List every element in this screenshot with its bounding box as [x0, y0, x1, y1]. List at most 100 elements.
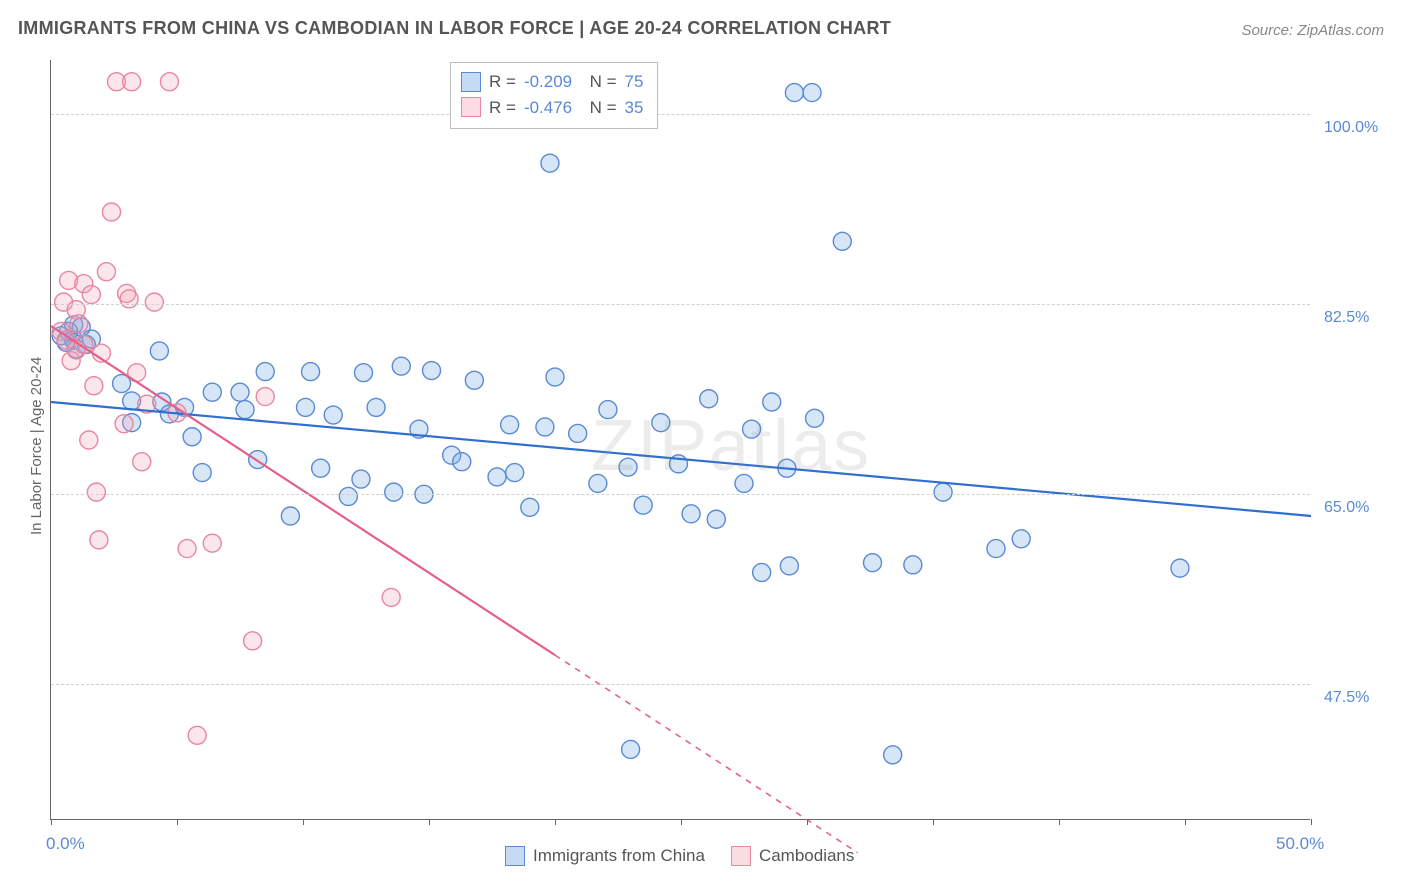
china-point — [339, 487, 357, 505]
china-point — [599, 401, 617, 419]
legend-item-cambodians: Cambodians — [731, 846, 854, 866]
x-tick — [1185, 819, 1186, 825]
x-tick — [807, 819, 808, 825]
legend-label: Immigrants from China — [533, 846, 705, 866]
china-point — [183, 428, 201, 446]
x-tick — [429, 819, 430, 825]
china-point — [324, 406, 342, 424]
china-point — [546, 368, 564, 386]
china-point — [236, 401, 254, 419]
correlation-stats-box: R = -0.209 N = 75R = -0.476 N = 35 — [450, 62, 658, 129]
y-tick-label: 82.5% — [1324, 309, 1369, 327]
stats-row-china: R = -0.209 N = 75 — [461, 69, 643, 95]
china-point — [735, 474, 753, 492]
cambodians-point — [82, 286, 100, 304]
stats-n-label: N = — [580, 69, 616, 95]
china-point — [622, 740, 640, 758]
china-point — [682, 505, 700, 523]
china-point — [423, 362, 441, 380]
china-point — [934, 483, 952, 501]
china-point — [707, 510, 725, 528]
y-tick-label: 47.5% — [1324, 689, 1369, 707]
china-point — [385, 483, 403, 501]
cambodians-point — [178, 540, 196, 558]
china-point — [203, 383, 221, 401]
cambodians-point — [102, 203, 120, 221]
cambodians-legend-swatch-icon — [731, 846, 751, 866]
china-point — [987, 540, 1005, 558]
china-point — [806, 409, 824, 427]
china-point — [193, 464, 211, 482]
y-tick-label: 100.0% — [1324, 119, 1378, 137]
legend-label: Cambodians — [759, 846, 854, 866]
chart-title: IMMIGRANTS FROM CHINA VS CAMBODIAN IN LA… — [18, 18, 891, 39]
china-point — [521, 498, 539, 516]
china-swatch-icon — [461, 72, 481, 92]
x-tick — [1311, 819, 1312, 825]
cambodians-point — [133, 453, 151, 471]
gridline — [51, 304, 1310, 305]
china-point — [753, 563, 771, 581]
china-point — [803, 84, 821, 102]
china-point — [302, 363, 320, 381]
stats-n-value: 75 — [625, 69, 644, 95]
plot-area: ZIPatlas — [50, 60, 1310, 820]
cambodians-point — [90, 531, 108, 549]
stats-n-value: 35 — [625, 95, 644, 121]
china-point — [488, 468, 506, 486]
china-point — [569, 424, 587, 442]
china-point — [453, 453, 471, 471]
stats-row-cambodians: R = -0.476 N = 35 — [461, 95, 643, 121]
china-point — [256, 363, 274, 381]
china-point — [634, 496, 652, 514]
china-point — [352, 470, 370, 488]
x-tick — [51, 819, 52, 825]
cambodians-point — [160, 73, 178, 91]
bottom-legend: Immigrants from China Cambodians — [505, 846, 854, 866]
cambodians-swatch-icon — [461, 97, 481, 117]
x-tick — [681, 819, 682, 825]
stats-r-value: -0.209 — [524, 69, 572, 95]
china-point — [392, 357, 410, 375]
china-point — [785, 84, 803, 102]
stats-r-label: R = — [489, 95, 516, 121]
stats-n-label: N = — [580, 95, 616, 121]
cambodians-point — [70, 315, 88, 333]
x-tick — [177, 819, 178, 825]
cambodians-point — [87, 483, 105, 501]
china-point — [884, 746, 902, 764]
china-legend-swatch-icon — [505, 846, 525, 866]
stats-r-value: -0.476 — [524, 95, 572, 121]
legend-item-china: Immigrants from China — [505, 846, 705, 866]
source-attribution: Source: ZipAtlas.com — [1241, 22, 1384, 39]
china-point — [465, 371, 483, 389]
china-point — [619, 458, 637, 476]
china-point — [501, 416, 519, 434]
x-tick — [933, 819, 934, 825]
cambodians-point — [97, 263, 115, 281]
x-tick — [555, 819, 556, 825]
china-point — [150, 342, 168, 360]
cambodians-point — [123, 73, 141, 91]
x-tick — [303, 819, 304, 825]
cambodians-point — [85, 377, 103, 395]
gridline — [51, 684, 1310, 685]
china-point — [297, 398, 315, 416]
china-point — [780, 557, 798, 575]
cambodians-point — [115, 415, 133, 433]
china-point — [700, 390, 718, 408]
china-point — [506, 464, 524, 482]
y-tick-label: 65.0% — [1324, 499, 1369, 517]
china-point — [589, 474, 607, 492]
china-point — [312, 459, 330, 477]
china-point — [652, 414, 670, 432]
cambodians-point — [188, 726, 206, 744]
x-tick — [1059, 819, 1060, 825]
y-axis-title: In Labor Force | Age 20-24 — [28, 357, 45, 535]
stats-r-label: R = — [489, 69, 516, 95]
china-point — [231, 383, 249, 401]
china-point — [1171, 559, 1189, 577]
china-regression-line — [51, 402, 1311, 516]
china-point — [354, 364, 372, 382]
china-point — [367, 398, 385, 416]
